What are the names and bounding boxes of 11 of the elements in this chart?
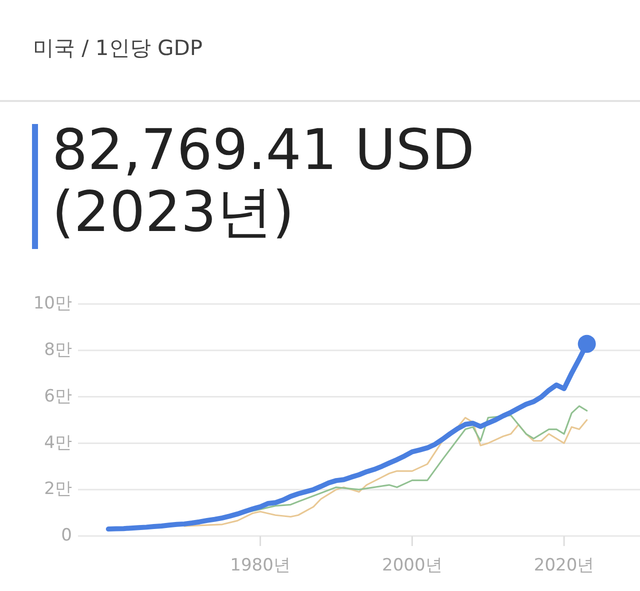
chart-subtitle: 82,769.41 USD (2023년) [52,118,476,245]
chart-title: 미국 / 1인당 GDP [33,35,203,62]
y-tick-label: 0 [61,526,72,546]
y-tick-label: 8만 [44,340,72,360]
y-tick-label: 4만 [44,432,72,453]
x-tick-label: 1980년 [230,556,290,576]
y-tick-label: 10만 [33,294,72,314]
y-tick-label: 2만 [44,479,72,500]
x-tick-label: 2020년 [534,556,594,576]
y-tick-label: 6만 [44,386,72,406]
x-tick-label: 2000년 [382,556,442,576]
